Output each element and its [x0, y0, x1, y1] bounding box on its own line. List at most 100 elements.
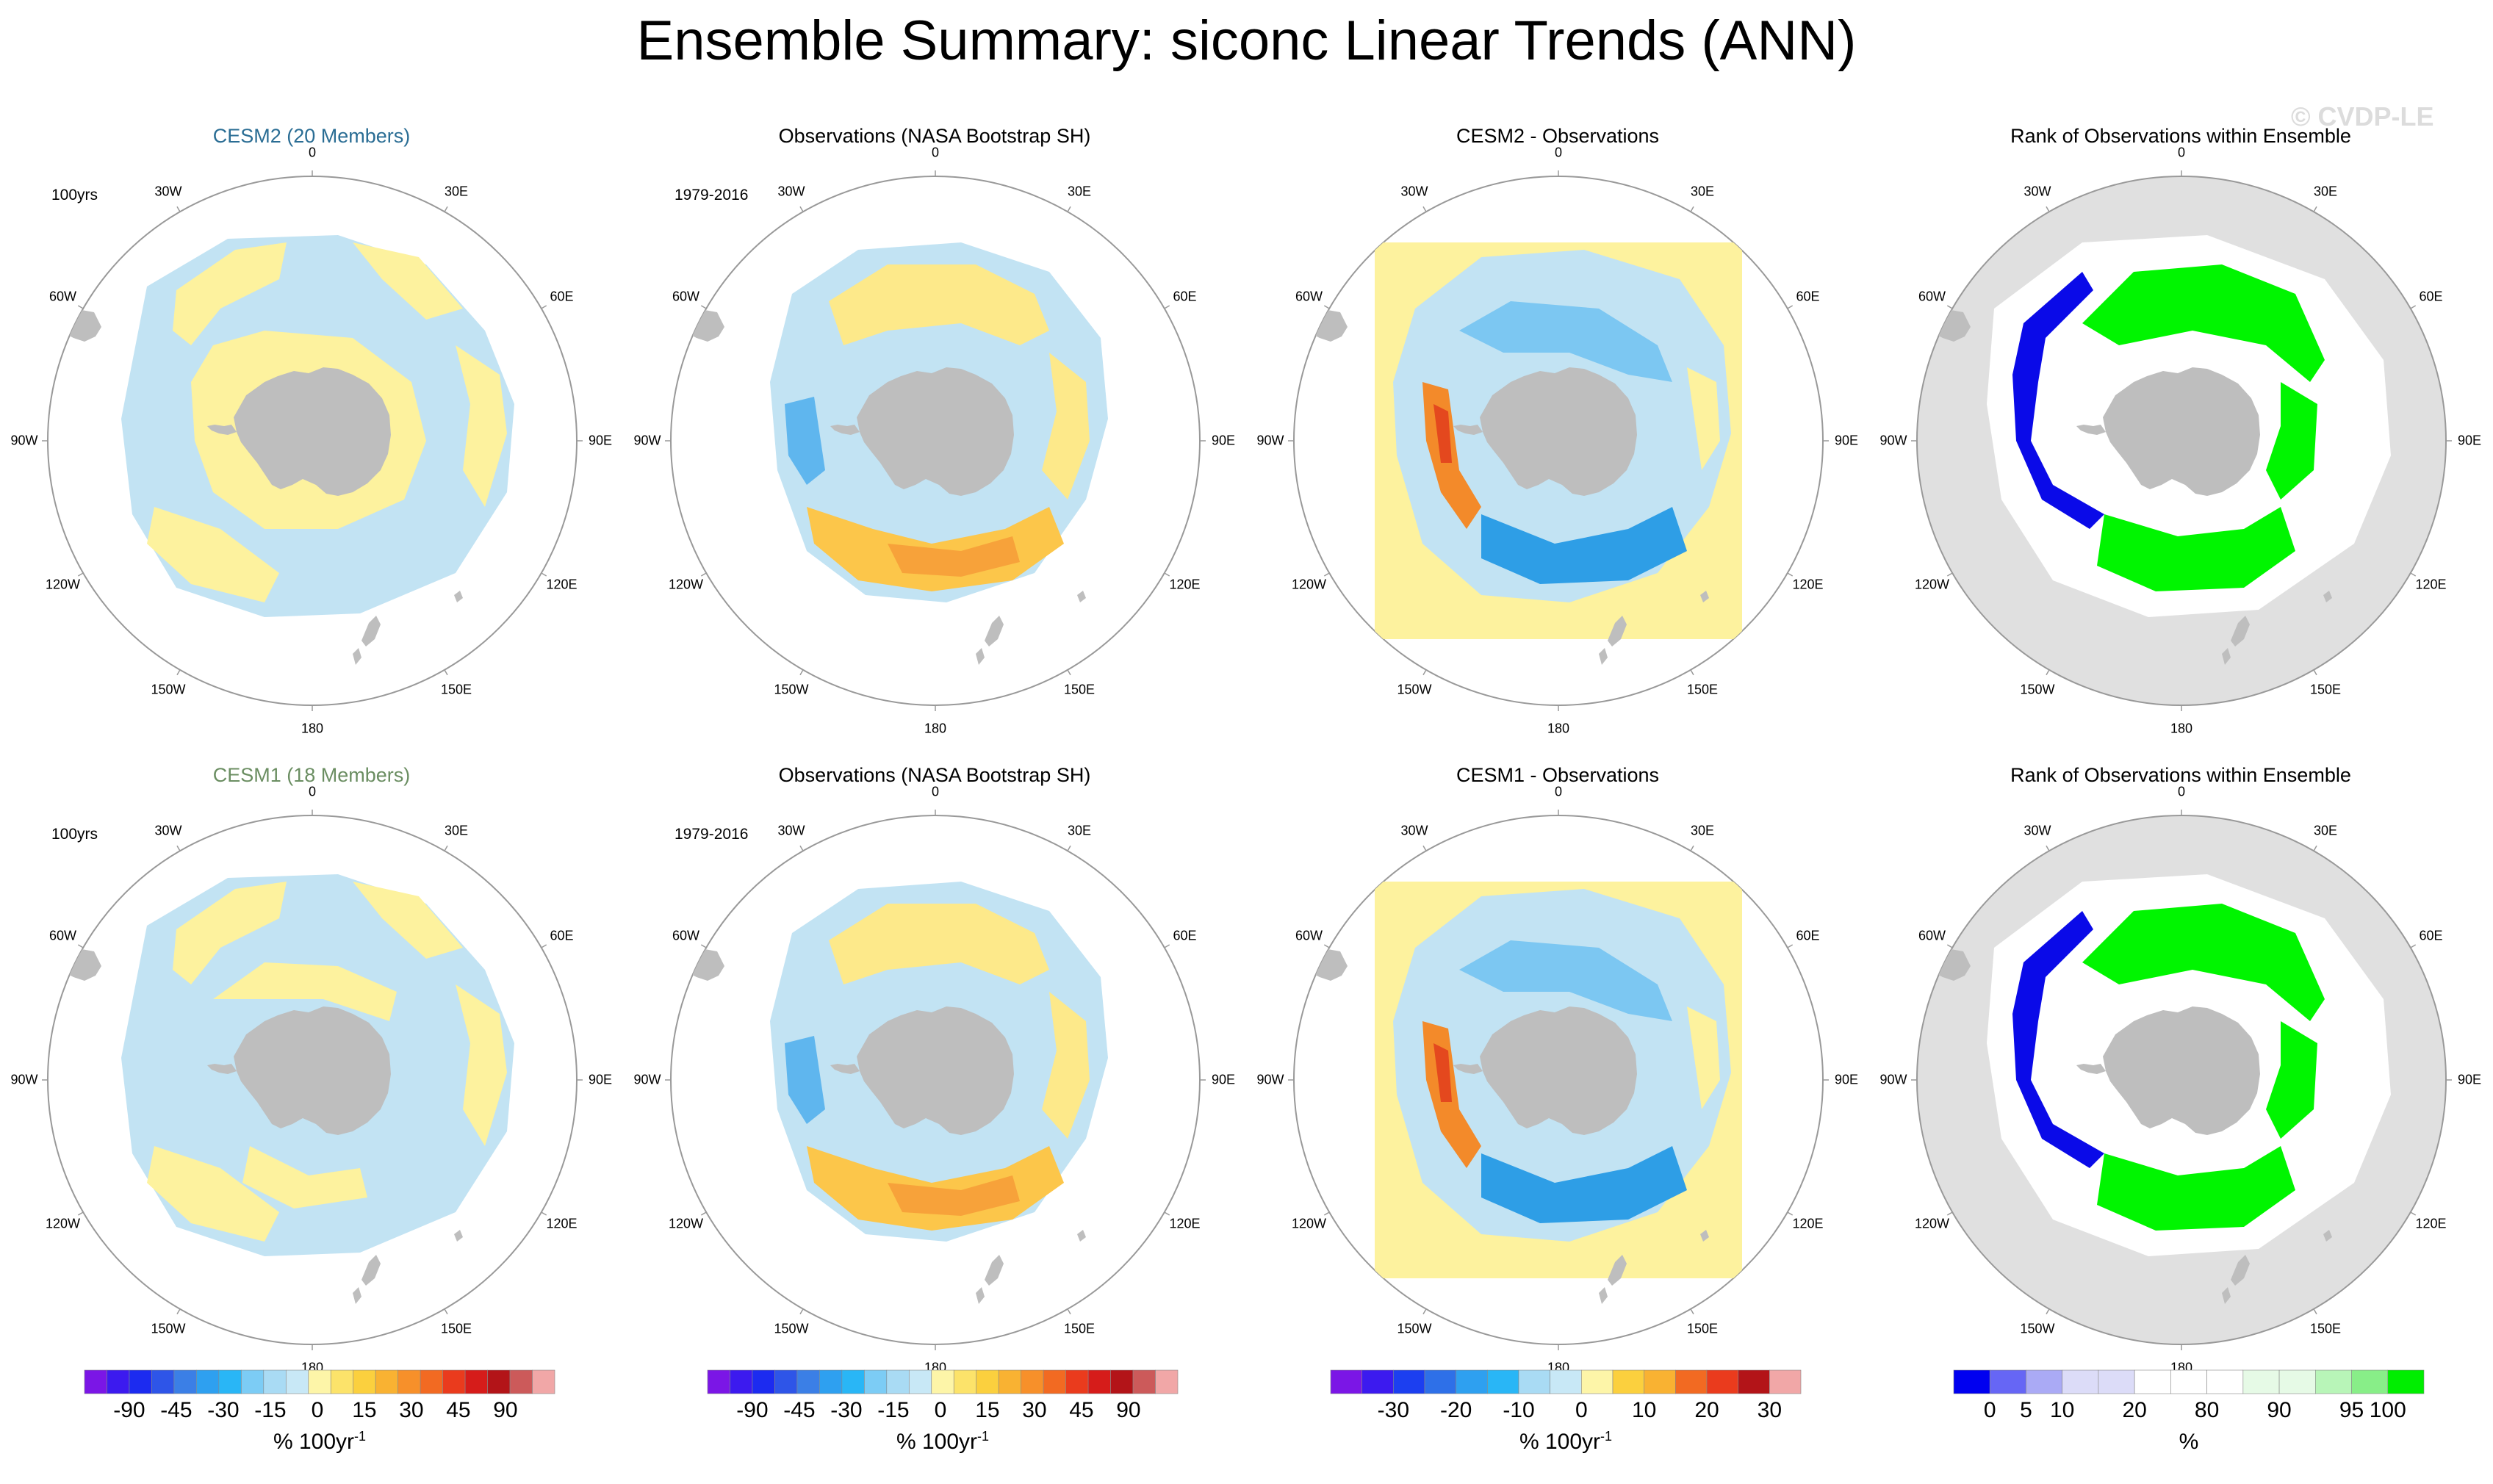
colorbar-tick-label: 95	[2339, 1398, 2364, 1422]
colorbar-swatch	[1769, 1369, 1802, 1394]
period-label: 1979-2016	[674, 187, 749, 203]
map-panel-model: CESM1 (18 Members) 100yrs 0 30E 60E 90E 120E 15…	[0, 764, 623, 1484]
colorbar-swatch	[1675, 1369, 1708, 1394]
colorbar-swatch	[308, 1369, 331, 1394]
new-zealand-land	[353, 648, 361, 665]
trend-blue-patch	[785, 1036, 825, 1124]
longitude-label: 150E	[1686, 682, 1719, 697]
tasmania-land	[454, 1230, 463, 1242]
colorbar: -90 -45 -30 -15 0 15 30 45 90 % 100yr-1	[623, 1369, 1246, 1454]
longitude-label: 120W	[1292, 1216, 1327, 1231]
longitude-label: 150W	[151, 1321, 186, 1336]
meridian-tick	[1323, 305, 1330, 309]
trend-orange-core	[888, 1175, 1020, 1216]
colorbar-swatch	[1518, 1369, 1550, 1394]
new-zealand-land	[1608, 616, 1627, 646]
south-america-land	[1298, 309, 1348, 342]
tasmania-land	[454, 591, 463, 602]
longitude-label: 60E	[2419, 928, 2443, 943]
trend-yellow-patch	[173, 242, 287, 345]
colorbar-swatch	[196, 1369, 220, 1394]
longitude-label: 120E	[2415, 577, 2447, 592]
rank-low-region	[2012, 272, 2104, 529]
trend-yellow-patch	[456, 345, 507, 507]
longitude-label: 60W	[49, 928, 77, 943]
longitude-label: 0	[308, 145, 317, 160]
trend-orange-core	[888, 536, 1020, 577]
colorbar-swatch	[353, 1369, 376, 1394]
longitude-label: 90E	[2457, 433, 2482, 448]
antarctic-peninsula-land	[207, 425, 237, 435]
map-panel-diff: CESM1 - Observations 0 30E 60E 90E 120E 150E 18…	[1246, 764, 1869, 1484]
longitude-label: 120E	[1169, 1216, 1201, 1231]
colorbar-swatch	[2351, 1369, 2389, 1394]
rank-high-region	[2097, 1146, 2295, 1231]
colorbar-swatch	[1550, 1369, 1582, 1394]
meridian-tick	[541, 572, 547, 577]
new-zealand-land	[985, 616, 1004, 646]
meridian-tick	[2046, 845, 2050, 851]
longitude-label: 150E	[1063, 682, 1096, 697]
meridian-tick	[1323, 572, 1330, 577]
longitude-label: 60W	[1295, 928, 1323, 943]
trend-yellow-patch	[353, 242, 463, 320]
new-zealand-land	[2222, 648, 2231, 665]
colorbar: 0 5 10 20 80 90 95 100%	[1869, 1369, 2492, 1454]
colorbar-swatch	[241, 1369, 265, 1394]
colorbar-swatch	[2206, 1369, 2244, 1394]
meridian-tick	[2046, 206, 2050, 212]
trend-yellow-patch	[829, 264, 1049, 345]
longitude-label: 30W	[2023, 823, 2051, 838]
meridian-tick	[2313, 845, 2317, 851]
longitude-label: 0	[2177, 145, 2186, 160]
meridian-tick	[77, 944, 84, 948]
rank-high-region	[2082, 264, 2325, 382]
longitude-label: 90E	[1211, 433, 1236, 448]
new-zealand-land	[985, 1255, 1004, 1286]
meridian-tick	[700, 1211, 707, 1216]
panel-title: Observations (NASA Bootstrap SH)	[778, 764, 1091, 786]
colorbar-swatch	[330, 1369, 354, 1394]
map-panel-obs: Observations (NASA Bootstrap SH) 1979-201…	[623, 125, 1246, 845]
colorbar-swatch	[774, 1369, 798, 1394]
longitude-label: 30E	[2313, 823, 2338, 838]
units-exponent: -1	[1600, 1429, 1613, 1444]
longitude-label: 150W	[2020, 682, 2055, 697]
longitude-label: 180	[2170, 721, 2193, 736]
longitude-label: 90W	[1256, 433, 1284, 448]
colorbar-swatch	[218, 1369, 242, 1394]
longitude-label: 90E	[2457, 1072, 2482, 1087]
trend-yellow-patch	[353, 882, 463, 959]
antarctic-peninsula-land	[2076, 425, 2106, 435]
antarctic-peninsula-land	[207, 1064, 237, 1074]
colorbar-tick-label: -30	[830, 1398, 863, 1422]
map-field	[1298, 242, 1742, 665]
longitude-label: 90W	[1879, 433, 1907, 448]
longitude-label: 120W	[46, 1216, 81, 1231]
longitude-label: 60E	[1796, 289, 1820, 304]
tasmania-land	[2323, 1230, 2332, 1242]
trend-red-core	[1433, 1043, 1452, 1102]
longitude-label: 90W	[1879, 1072, 1907, 1087]
map-field	[674, 242, 1108, 665]
longitude-label: 120W	[1915, 577, 1950, 592]
polar-map	[1288, 170, 1829, 711]
trend-blue-patch	[1459, 301, 1672, 382]
colorbar-swatch	[931, 1369, 954, 1394]
longitude-label: 90W	[633, 433, 661, 448]
trend-yellow-patch	[829, 904, 1049, 984]
map-field	[1298, 882, 1742, 1304]
trend-yellow-patch	[1042, 992, 1090, 1139]
meridian-tick	[1787, 944, 1794, 948]
map-panel-rank: Rank of Observations within Ensemble 0 30E…	[1869, 764, 2492, 1484]
meridian-tick	[2313, 669, 2317, 676]
new-zealand-land	[976, 1287, 985, 1304]
colorbar-swatch	[1456, 1369, 1488, 1394]
colorbar-tick-label: -15	[877, 1398, 910, 1422]
longitude-label: 120E	[546, 1216, 578, 1231]
polar-map	[1911, 810, 2452, 1350]
longitude-label: 120E	[2415, 1216, 2447, 1231]
colorbar-swatch	[796, 1369, 820, 1394]
longitude-label: 120E	[1792, 577, 1824, 592]
colorbar-swatch	[2242, 1369, 2280, 1394]
